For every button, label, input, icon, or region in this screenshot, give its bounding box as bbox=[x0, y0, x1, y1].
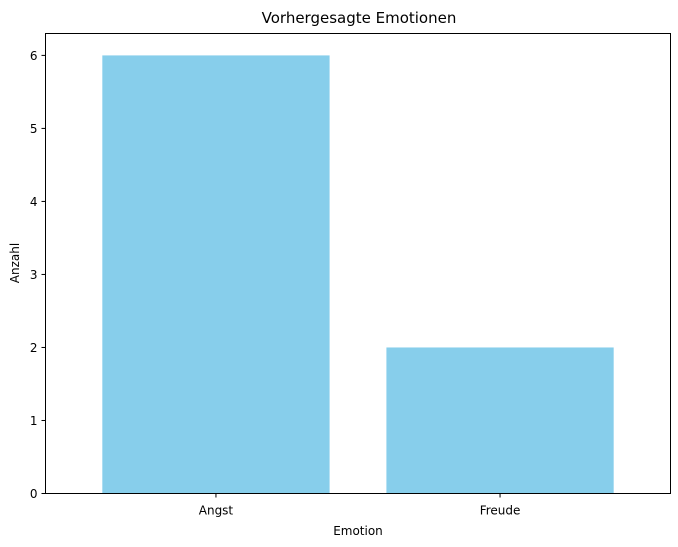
y-tick-label: 6 bbox=[30, 49, 38, 63]
bars-group bbox=[102, 55, 614, 494]
y-axis-label: Anzahl bbox=[8, 243, 22, 283]
y-tick-label: 3 bbox=[30, 268, 38, 282]
y-tick-label: 4 bbox=[30, 195, 38, 209]
y-tick-label: 5 bbox=[30, 122, 38, 136]
y-tick-label: 1 bbox=[30, 414, 38, 428]
x-axis-label: Emotion bbox=[333, 524, 383, 538]
y-tick-label: 0 bbox=[30, 487, 38, 501]
bar-angst bbox=[102, 55, 330, 494]
plot-frame bbox=[45, 33, 671, 494]
x-tick-label-angst: Angst bbox=[199, 504, 234, 518]
x-tick-label-freude: Freude bbox=[480, 504, 521, 518]
y-tick-label: 2 bbox=[30, 341, 38, 355]
bar-freude bbox=[386, 347, 614, 494]
y-axis-ticks: 0 1 2 3 4 5 6 bbox=[30, 49, 46, 501]
x-axis-ticks: Angst Freude bbox=[199, 493, 521, 518]
chart-title: Vorhergesagte Emotionen bbox=[262, 9, 457, 27]
